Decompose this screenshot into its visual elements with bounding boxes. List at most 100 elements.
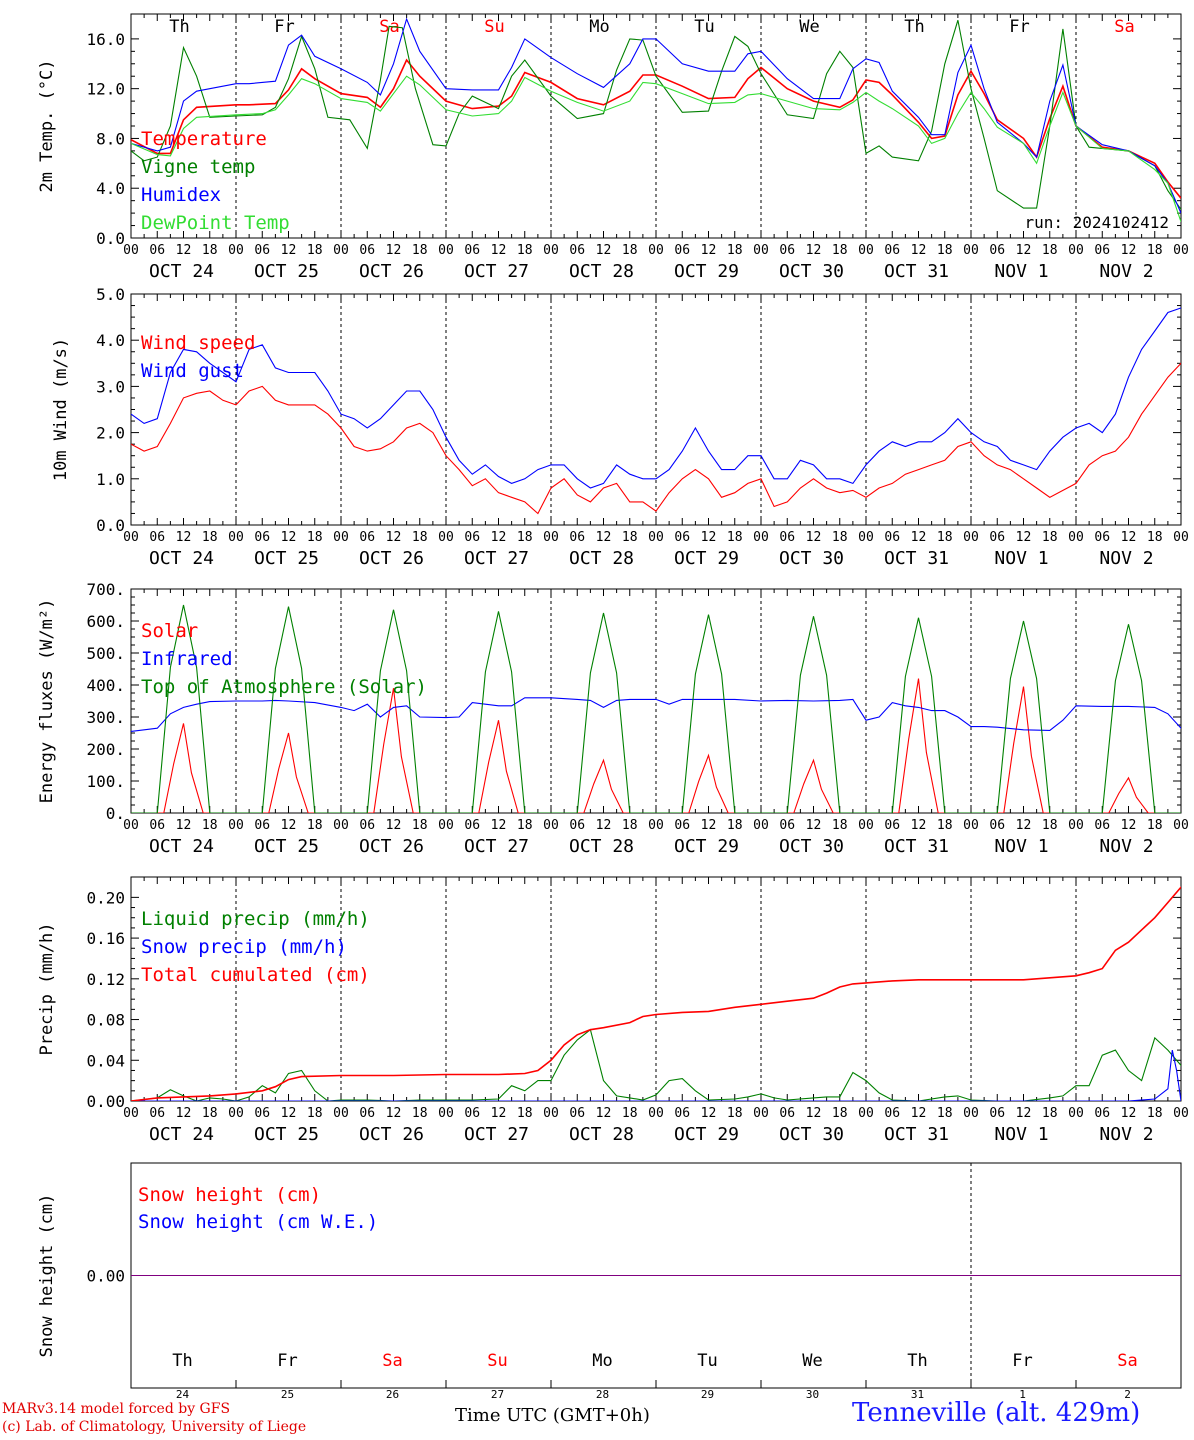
y-tick-label: 0.20 — [86, 888, 125, 907]
hour-tick-label: 00 — [228, 243, 244, 258]
y-tick-label: 3.0 — [96, 377, 125, 396]
hour-tick-label: 06 — [989, 818, 1005, 833]
y-tick-label: 0.0 — [96, 229, 125, 248]
y-tick-label: 1.0 — [96, 470, 125, 489]
panel-5: 0.00 Snow height (cm) Th Fr Sa Su Mo Tu We Th Fr Sa… — [37, 1162, 1182, 1401]
hour-tick-label: 00 — [1173, 1106, 1189, 1121]
legend-entry: Snow height (cm W.E.) — [138, 1211, 378, 1233]
weekday-label: Tu — [694, 17, 714, 37]
date-label: OCT 27 — [464, 261, 529, 282]
hour-tick-label: 00 — [333, 818, 349, 833]
hour-tick-label: 12 — [386, 1106, 402, 1121]
legend-entry: Total cumulated (cm) — [141, 964, 370, 986]
hour-tick-label: 18 — [1147, 530, 1163, 545]
hour-tick-label: 00 — [543, 530, 559, 545]
hour-tick-label: 12 — [491, 530, 507, 545]
y-tick-label: 0.12 — [86, 970, 125, 989]
hour-tick-label: 06 — [569, 530, 585, 545]
date-label: NOV 1 — [994, 261, 1048, 282]
panel-2: 0.0 1.0 2.0 3.0 4.0 5.0 10m Wind (m/s) 00 06 12 18… — [51, 285, 1189, 569]
hour-tick-label: 00 — [963, 530, 979, 545]
hour-tick-label: 12 — [1016, 530, 1032, 545]
hour-tick-label: 06 — [989, 243, 1005, 258]
hour-tick-label: 18 — [517, 243, 533, 258]
weekday-label: Th — [907, 1351, 927, 1371]
date-label: OCT 25 — [254, 836, 319, 857]
series-line-wind-speed — [131, 362, 1181, 515]
hour-tick-label: 18 — [517, 818, 533, 833]
weekday-label: Th — [172, 1351, 192, 1371]
hour-tick-label: 12 — [386, 530, 402, 545]
hour-tick-label: 12 — [911, 818, 927, 833]
hour-tick-label: 06 — [779, 530, 795, 545]
hour-tick-label: 12 — [596, 1106, 612, 1121]
hour-tick-label: 00 — [753, 243, 769, 258]
hour-tick-label: 12 — [911, 1106, 927, 1121]
hour-tick-label: 12 — [1121, 818, 1137, 833]
y-tick-label: 400. — [86, 676, 125, 695]
hour-tick-label: 18 — [412, 1106, 428, 1121]
y-tick-label: 4.0 — [96, 331, 125, 350]
hour-tick-label: 00 — [123, 530, 139, 545]
day-number-label: 27 — [491, 1388, 504, 1401]
y-tick-label: 0.00 — [86, 1267, 125, 1286]
hour-tick-label: 18 — [727, 243, 743, 258]
hour-tick-label: 00 — [753, 1106, 769, 1121]
series-line-humidex — [131, 17, 1181, 214]
hour-tick-label: 18 — [1147, 243, 1163, 258]
y-tick-label: 0.00 — [86, 1092, 125, 1111]
hour-tick-label: 00 — [123, 1106, 139, 1121]
hour-tick-label: 12 — [806, 1106, 822, 1121]
hour-tick-label: 06 — [884, 530, 900, 545]
hour-tick-label: 00 — [123, 243, 139, 258]
hour-tick-label: 06 — [674, 243, 690, 258]
hour-tick-label: 18 — [622, 243, 638, 258]
hour-tick-label: 18 — [937, 1106, 953, 1121]
y-tick-label: 500. — [86, 644, 125, 663]
hour-tick-label: 00 — [438, 818, 454, 833]
hour-tick-label: 00 — [753, 530, 769, 545]
day-number-label: 31 — [911, 1388, 924, 1401]
y-tick-label: 0. — [106, 804, 125, 823]
series-line-solar — [131, 678, 1181, 813]
y-tick-label: 16.0 — [86, 30, 125, 49]
time-axis-label: Time UTC (GMT+0h) — [455, 1405, 650, 1426]
y-tick-label: 4.0 — [96, 179, 125, 198]
hour-tick-label: 06 — [254, 1106, 270, 1121]
hour-tick-label: 06 — [779, 818, 795, 833]
series-line-dewpoint-temp — [131, 75, 1181, 222]
hour-tick-label: 18 — [832, 1106, 848, 1121]
date-label: OCT 26 — [359, 836, 424, 857]
hour-tick-label: 00 — [438, 1106, 454, 1121]
hour-tick-label: 00 — [1068, 1106, 1084, 1121]
date-label: NOV 2 — [1099, 548, 1153, 569]
y-axis-label: 10m Wind (m/s) — [51, 338, 71, 481]
date-label: OCT 31 — [884, 1124, 949, 1145]
date-label: OCT 27 — [464, 548, 529, 569]
date-label: OCT 24 — [149, 836, 214, 857]
legend-entry: DewPoint Temp — [141, 212, 290, 234]
hour-tick-label: 00 — [123, 818, 139, 833]
y-tick-label: 12.0 — [86, 80, 125, 99]
hour-tick-label: 12 — [386, 243, 402, 258]
y-tick-label: 0.0 — [96, 516, 125, 535]
day-number-label: 30 — [806, 1388, 819, 1401]
weekday-label: Tu — [697, 1351, 717, 1371]
hour-tick-label: 06 — [569, 243, 585, 258]
series-line-infrared — [131, 697, 1181, 732]
day-number-label: 2 — [1124, 1388, 1131, 1401]
hour-tick-label: 06 — [149, 530, 165, 545]
y-tick-label: 300. — [86, 708, 125, 727]
hour-tick-label: 18 — [1042, 530, 1058, 545]
hour-tick-label: 00 — [228, 1106, 244, 1121]
hour-tick-label: 12 — [491, 243, 507, 258]
date-label: NOV 2 — [1099, 261, 1153, 282]
hour-tick-label: 00 — [1173, 243, 1189, 258]
hour-tick-label: 00 — [858, 818, 874, 833]
date-label: OCT 29 — [674, 1124, 739, 1145]
date-label: OCT 30 — [779, 836, 844, 857]
hour-tick-label: 06 — [989, 1106, 1005, 1121]
y-tick-label: 0.04 — [86, 1051, 125, 1070]
hour-tick-label: 00 — [648, 243, 664, 258]
